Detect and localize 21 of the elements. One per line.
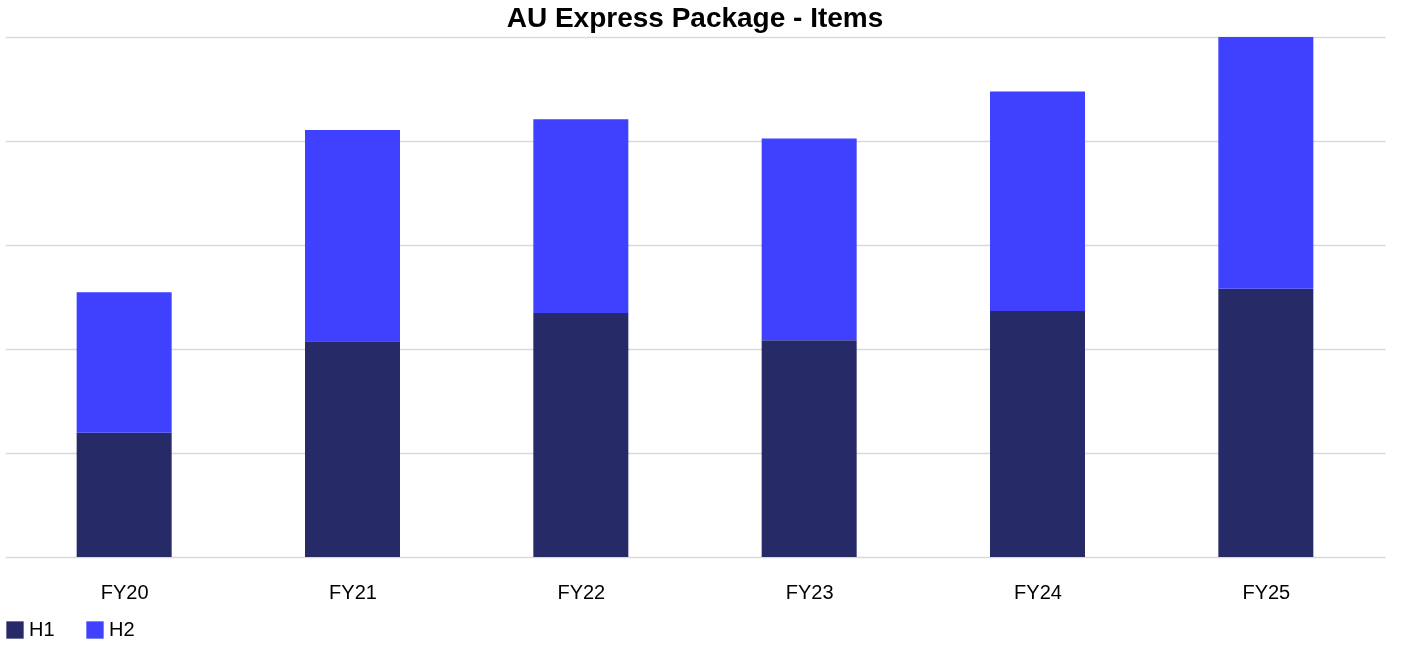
x-tick-label: FY25	[1242, 580, 1291, 603]
x-tick-label: FY22	[557, 580, 606, 603]
bar	[990, 311, 1085, 557]
chart-title: AU Express Package - Items	[506, 2, 884, 33]
bar	[761, 138, 857, 341]
bar	[305, 341, 400, 557]
legend-label: H2	[109, 618, 135, 640]
x-tick-label: FY23	[785, 580, 834, 603]
bar	[305, 130, 400, 342]
legend-label: H1	[29, 618, 55, 640]
bar	[76, 432, 172, 557]
bar	[76, 292, 172, 433]
bar	[990, 91, 1085, 312]
bar	[761, 340, 857, 557]
bar	[1218, 288, 1314, 557]
x-tick-label: FY21	[329, 580, 377, 603]
bar	[1218, 37, 1314, 289]
bar	[533, 313, 629, 557]
x-tick-label: FY20	[100, 580, 149, 603]
x-tick-label: FY24	[1014, 580, 1062, 603]
bar	[533, 119, 629, 314]
